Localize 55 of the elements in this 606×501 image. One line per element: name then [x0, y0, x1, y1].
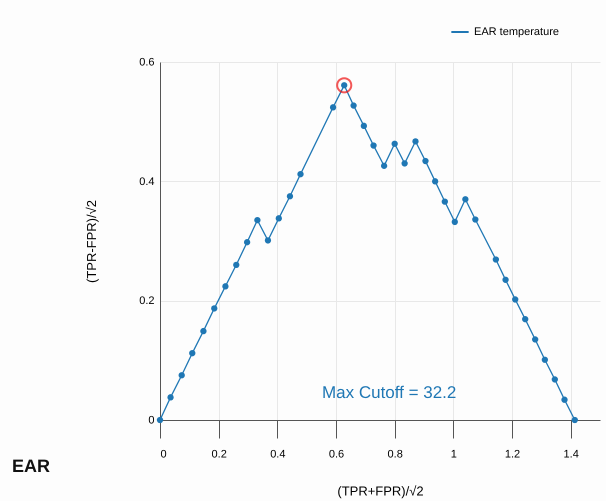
point: [561, 396, 568, 403]
point: [297, 171, 304, 178]
text: EAR: [12, 456, 50, 476]
point: [412, 138, 419, 145]
point: [512, 296, 518, 303]
point: [189, 350, 196, 356]
point: [532, 336, 538, 343]
point: [380, 162, 388, 169]
x-axis-title: (TPR+FPR)/√2: [337, 484, 424, 498]
y-tick-label: 0.4: [139, 176, 154, 188]
y-tick-label: 0: [148, 414, 154, 426]
point: [552, 376, 558, 383]
y-tick-label: 0.6: [139, 56, 154, 68]
point: [360, 122, 368, 129]
point: [442, 198, 448, 205]
point: [254, 216, 261, 224]
point: [572, 416, 578, 424]
point: [502, 276, 509, 283]
x-tick-label: 1.4: [564, 448, 579, 460]
legend-label: EAR temperature: [474, 26, 559, 38]
x-tick-label: 1: [450, 448, 457, 460]
point: [222, 283, 229, 290]
x-tick-label: 0.6: [328, 448, 344, 460]
x-tick-label: 1.2: [504, 448, 520, 460]
point: [492, 256, 500, 263]
y-tick-label: 0.2: [139, 295, 154, 308]
point: [330, 104, 336, 110]
point: [286, 193, 294, 200]
point: [264, 237, 272, 244]
point: [200, 328, 207, 334]
annotation: Max Cutoff = 32.2: [322, 383, 456, 402]
x-tick-label: 0: [160, 448, 167, 460]
point: [422, 158, 429, 164]
point: [167, 394, 174, 400]
point: [336, 77, 352, 94]
point: [244, 239, 250, 246]
point: [432, 178, 438, 184]
point: [211, 305, 218, 312]
y-axis-title: (TPR-FPR)/√2: [84, 200, 100, 283]
point: [370, 142, 377, 149]
point: [392, 140, 398, 147]
point: [522, 316, 528, 322]
point: [276, 215, 282, 222]
point: [462, 196, 469, 202]
point: [156, 416, 164, 424]
point: [233, 262, 240, 268]
x-tick-label: 0.2: [212, 448, 227, 460]
point: [401, 160, 408, 167]
x-tick-label: 0.8: [388, 448, 403, 460]
point: [472, 216, 478, 223]
point: [542, 356, 548, 363]
point: [350, 102, 357, 109]
x-tick-label: 0.4: [270, 448, 286, 460]
point: [178, 372, 185, 378]
point: [452, 218, 458, 226]
